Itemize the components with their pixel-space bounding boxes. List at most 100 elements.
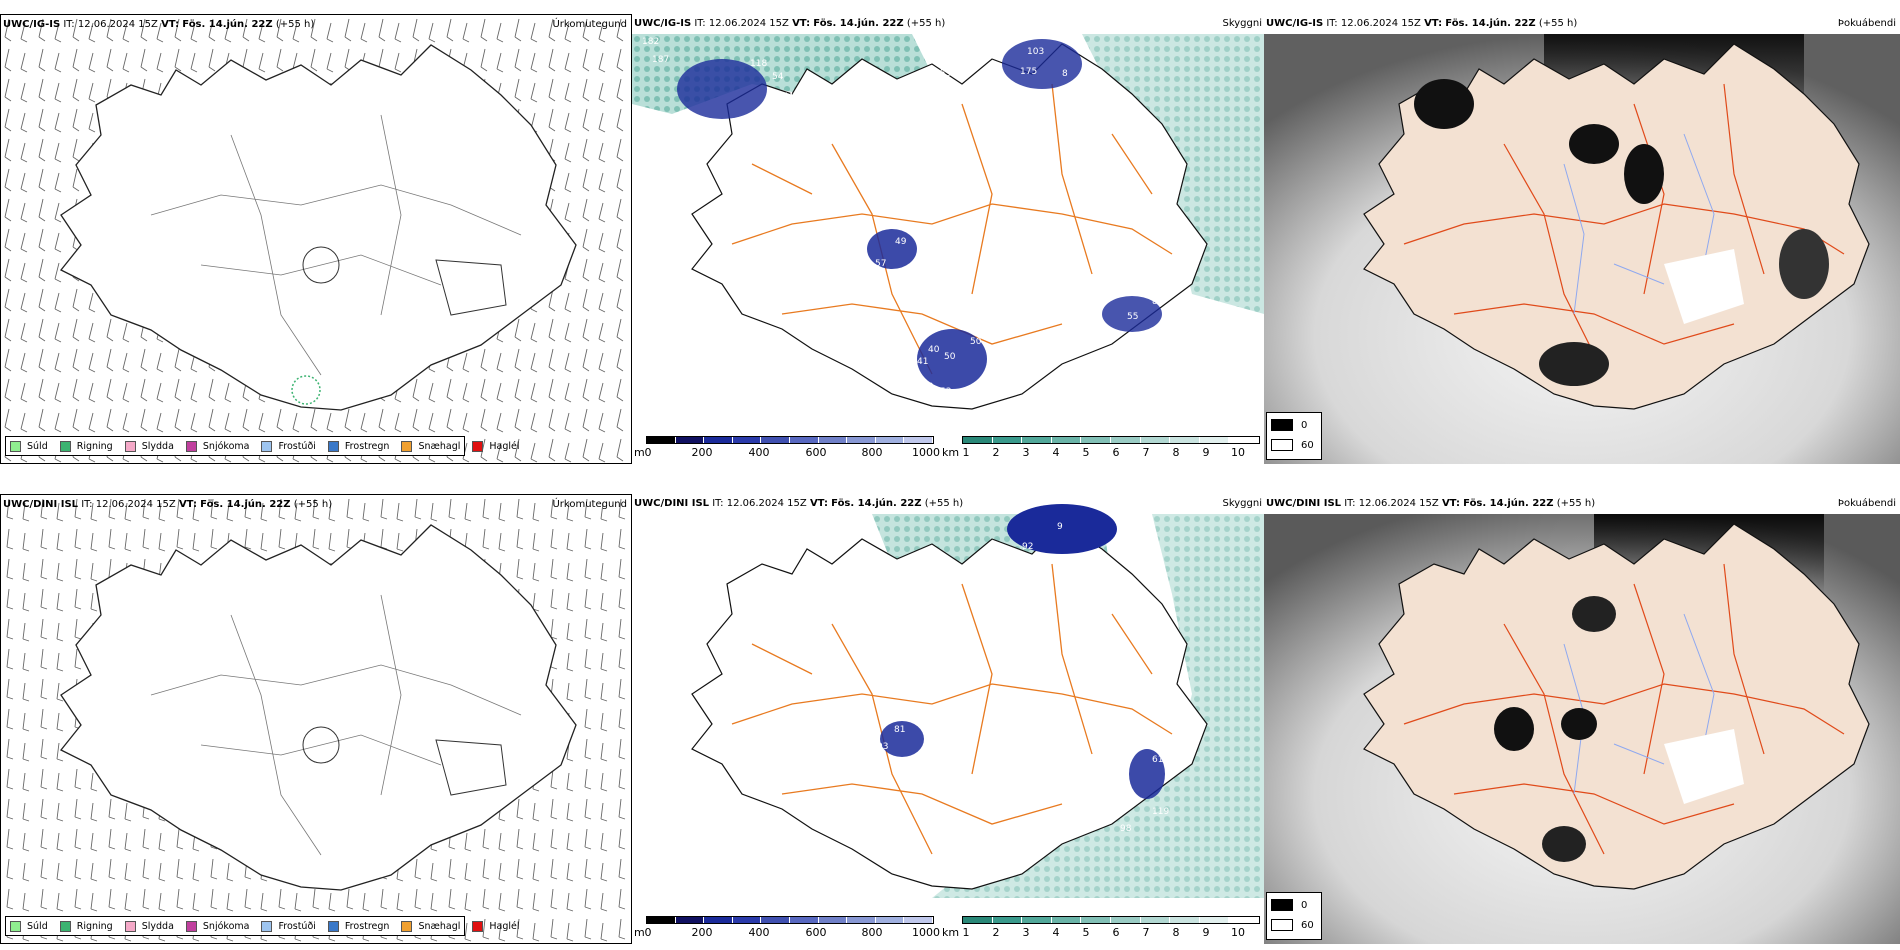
value-label: 52 <box>954 393 965 403</box>
fog-swatch-light <box>1271 919 1293 931</box>
wind-barb-map <box>1 15 631 463</box>
value-label: 855 <box>934 69 951 79</box>
value-label: 114 <box>1017 95 1034 105</box>
legend-swatch <box>327 920 339 932</box>
legend-swatch <box>401 920 413 932</box>
visibility-unit: km <box>942 926 960 939</box>
value-label: 76 <box>950 719 962 729</box>
value-label: 32 <box>817 119 828 129</box>
value-label: 9 <box>1057 522 1063 532</box>
precip-type-panel: UWC/DINI ISL IT: 12.06.2024 15Z VT: Fös.… <box>0 494 632 944</box>
legend-swatch <box>472 440 484 452</box>
visibility-panel: 182 187 118 54 74 87 128 32 84 87 855 76… <box>632 14 1264 464</box>
value-label: 103 <box>1027 47 1044 57</box>
height-colorbar: m 0 200 400 600 800 1000 <box>634 436 940 462</box>
legend-swatch <box>401 440 413 452</box>
height-colorbar-bar <box>646 436 934 444</box>
visibility-unit: km <box>942 446 960 459</box>
panel-header: UWC/DINI ISL IT: 12.06.2024 15Z VT: Fös.… <box>3 499 333 510</box>
fog-panel: UWC/IG-IS IT: 12.06.2024 15Z VT: Fös. 14… <box>1264 14 1900 464</box>
wind-barb-map <box>1 495 631 943</box>
value-label: 98 <box>1120 824 1132 834</box>
fog-swatch-dark <box>1271 899 1293 911</box>
value-label: 93 <box>944 192 955 202</box>
value-label: 12 <box>907 347 918 357</box>
panel-title: Úrkomutegund <box>552 499 627 510</box>
value-label: 8 <box>1062 69 1068 79</box>
value-label: 119 <box>1152 807 1169 817</box>
panel-header: UWC/IG-IS IT: 12.06.2024 15Z VT: Fös. 14… <box>1266 18 1578 29</box>
value-label: 54 <box>772 72 784 82</box>
value-label: 84 <box>780 139 792 149</box>
value-label: 57 <box>875 259 886 269</box>
height-colorbar-bar <box>646 916 934 924</box>
value-label: 74 <box>782 92 794 102</box>
value-label: 93 <box>877 742 888 752</box>
value-label: 50 <box>944 352 956 362</box>
value-label: 128 <box>910 590 927 600</box>
legend-swatch <box>10 440 21 452</box>
fog-panel: UWC/DINI ISL IT: 12.06.2024 15Z VT: Fös.… <box>1264 494 1900 944</box>
legend-swatch <box>59 440 71 452</box>
value-label: 62 <box>1002 559 1013 569</box>
height-unit: m <box>634 926 645 939</box>
value-label: 187 <box>652 55 669 65</box>
panel-title: Þokuábendi <box>1837 498 1896 509</box>
legend-swatch <box>472 920 484 932</box>
value-label: 61 <box>1152 755 1163 765</box>
legend-swatch <box>185 920 197 932</box>
visibility-map: 9 92 62 207 128 81 93 76 61 119 98 88 <box>632 504 1264 898</box>
value-label: 88 <box>922 824 934 834</box>
value-label: 87 <box>832 137 843 147</box>
value-label: 81 <box>894 725 905 735</box>
visibility-colorbar: km 1 2 3 4 5 6 7 8 9 10 <box>942 916 1260 942</box>
legend-swatch <box>124 920 136 932</box>
legend-swatch <box>327 440 339 452</box>
fog-swatch-light <box>1271 439 1293 451</box>
value-label: 92 <box>1022 542 1033 552</box>
precip-type-panel: UWC/IG-IS IT: 12.06.2024 15Z VT: Fös. 14… <box>0 14 632 464</box>
panel-title: Þokuábendi <box>1837 18 1896 29</box>
value-label: 207 <box>894 579 911 589</box>
fog-swatch-dark <box>1271 419 1293 431</box>
visibility-colorbar: km 1 2 3 4 5 6 7 8 9 10 <box>942 436 1260 462</box>
fog-legend: 0 60 <box>1266 412 1322 460</box>
panel-title: Úrkomutegund <box>552 19 627 30</box>
value-label: 84 <box>962 179 974 189</box>
legend-swatch <box>261 440 273 452</box>
panel-title: Skyggni <box>1222 18 1262 29</box>
value-label: 50 <box>970 337 982 347</box>
legend-swatch <box>59 920 71 932</box>
fog-map <box>1264 34 1900 464</box>
legend-swatch <box>124 440 136 452</box>
value-label: 51 <box>977 187 988 197</box>
value-label: 55 <box>1127 312 1138 322</box>
value-label: 80 <box>950 234 962 244</box>
value-label: 182 <box>642 37 659 47</box>
value-label: 53 <box>940 387 951 397</box>
value-label: 118 <box>750 59 767 69</box>
value-label: 128 <box>807 102 824 112</box>
legend-swatch <box>261 920 273 932</box>
panel-header: UWC/IG-IS IT: 12.06.2024 15Z VT: Fös. 14… <box>3 19 315 30</box>
fog-legend: 0 60 <box>1266 892 1322 940</box>
value-label: 50 <box>922 382 934 392</box>
precip-legend: Súld Rigning Slydda Snjókoma Frostúði Fr… <box>5 436 520 456</box>
legend-swatch <box>185 440 197 452</box>
value-label: 105 <box>1062 107 1079 117</box>
value-label: 141 <box>1034 117 1051 127</box>
value-label: 175 <box>1020 67 1037 77</box>
value-label: 88 <box>1152 297 1164 307</box>
value-label: 41 <box>917 357 928 367</box>
fog-map <box>1264 514 1900 944</box>
value-label: 76 <box>992 89 1004 99</box>
value-label: 40 <box>928 345 940 355</box>
visibility-colorbar-bar <box>962 436 1260 444</box>
panel-header: UWC/IG-IS IT: 12.06.2024 15Z VT: Fös. 14… <box>634 18 946 29</box>
panel-title: Skyggni <box>1222 498 1262 509</box>
height-colorbar: m 0 200 400 600 800 1000 <box>634 916 940 942</box>
visibility-panel: 9 92 62 207 128 81 93 76 61 119 98 88 UW… <box>632 494 1264 944</box>
panel-header: UWC/DINI ISL IT: 12.06.2024 15Z VT: Fös.… <box>634 498 964 509</box>
value-label: 49 <box>895 237 907 247</box>
height-unit: m <box>634 446 645 459</box>
